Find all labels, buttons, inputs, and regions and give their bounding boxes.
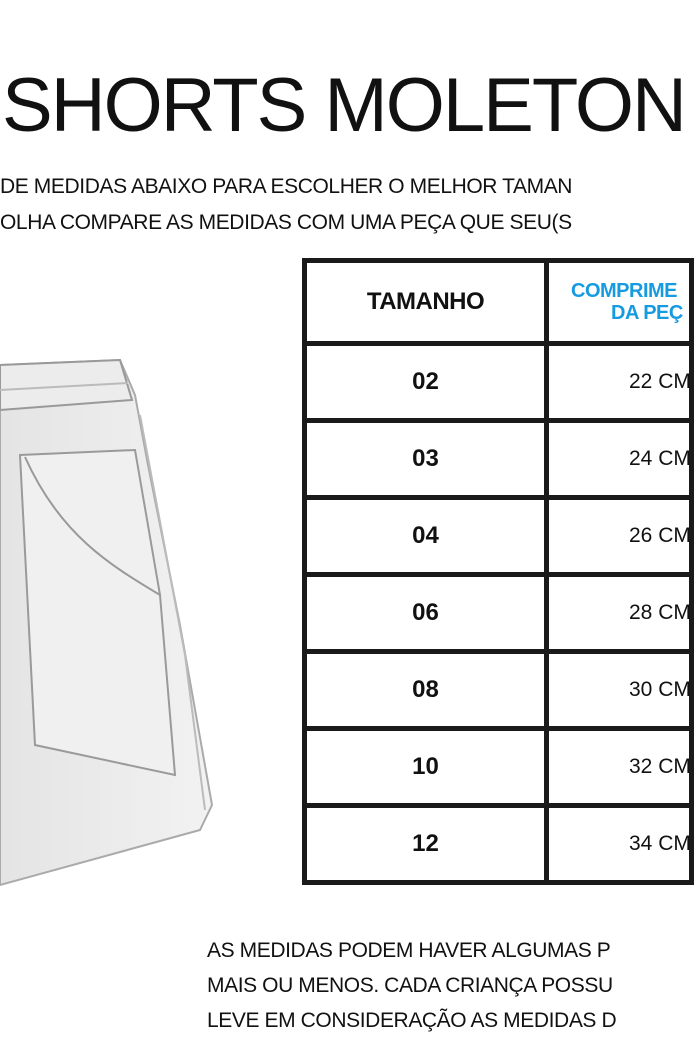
length-cell: 26 CM [544,495,694,577]
table-row: 02 22 CM [302,341,694,423]
length-cell: 30 CM [544,649,694,731]
length-cell: 28 CM [544,572,694,654]
length-cell: 34 CM [544,803,694,885]
length-cell: 22 CM [544,341,694,423]
subtitle-line-2: OLHA COMPARE AS MEDIDAS COM UMA PEÇA QUE… [0,211,572,234]
note-line-1: AS MEDIDAS PODEM HAVER ALGUMAS P [207,939,611,962]
size-cell: 03 [302,418,549,500]
table-row: 04 26 CM [302,495,694,577]
table-row: 10 32 CM [302,726,694,808]
header-comprimento-line-2: DA PEÇ [611,302,683,324]
size-cell: 02 [302,341,549,423]
size-cell: 10 [302,726,549,808]
size-cell: 06 [302,572,549,654]
table-header-row: TAMANHO COMPRIME DA PEÇ [302,258,694,346]
length-cell: 24 CM [544,418,694,500]
length-cell: 32 CM [544,726,694,808]
size-cell: 12 [302,803,549,885]
header-comprimento: COMPRIME DA PEÇ [544,258,694,346]
shorts-illustration [0,358,214,887]
header-comprimento-line-1: COMPRIME [571,280,678,302]
subtitle-line-1: DE MEDIDAS ABAIXO PARA ESCOLHER O MELHOR… [0,175,573,198]
table-row: 08 30 CM [302,649,694,731]
size-cell: 08 [302,649,549,731]
size-cell: 04 [302,495,549,577]
header-tamanho: TAMANHO [302,258,549,346]
table-row: 03 24 CM [302,418,694,500]
table-row: 12 34 CM [302,803,694,885]
note-line-2: MAIS OU MENOS. CADA CRIANÇA POSSU [207,974,613,997]
note-line-3: LEVE EM CONSIDERAÇÃO AS MEDIDAS D [207,1009,617,1032]
table-row: 06 28 CM [302,572,694,654]
size-table: TAMANHO COMPRIME DA PEÇ 02 22 CM 03 24 CM 0… [302,258,694,885]
page-title: SHORTS MOLETON [2,63,687,148]
